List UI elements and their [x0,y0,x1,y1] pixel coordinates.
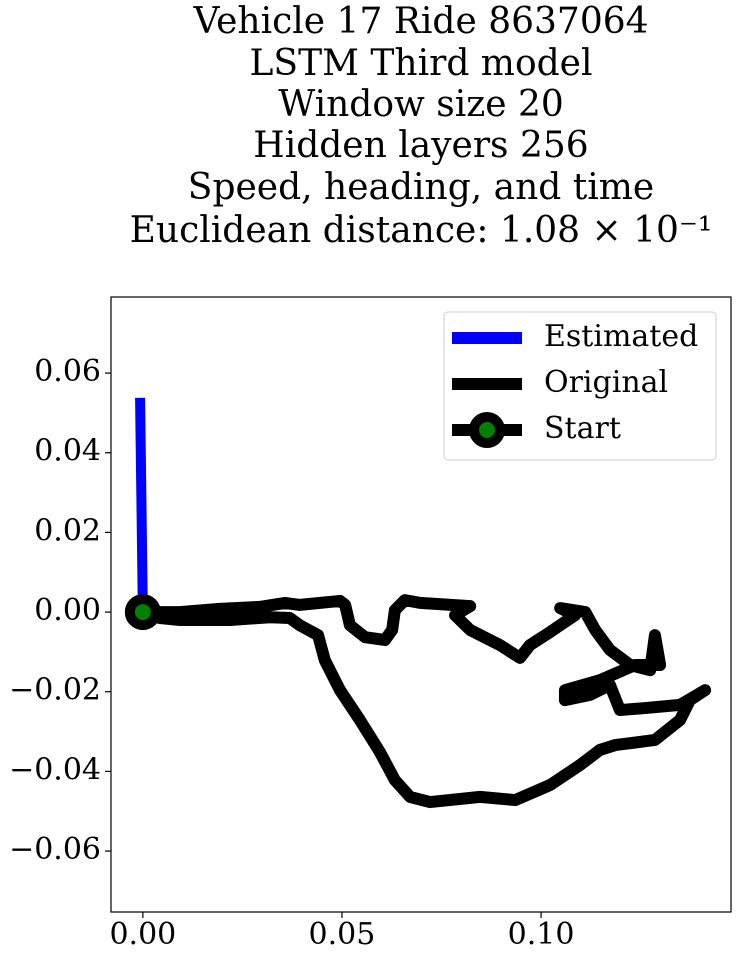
y-tick-label: 0.06 [34,354,101,389]
chart-title: Hidden layers 256 [253,125,588,166]
y-tick-label: −0.04 [9,752,101,787]
y-tick-label: −0.02 [9,673,101,708]
legend-swatch-marker [469,412,505,448]
legend-box [443,311,717,461]
legend-label: Estimated [544,319,698,354]
chart-title: LSTM Third model [250,43,593,84]
chart-title: Euclidean distance: 1.08 × 10⁻¹ [130,210,713,251]
x-tick-label: 0.00 [109,917,176,952]
x-tick-label: 0.05 [309,917,376,952]
chart-title: Speed, heading, and time [188,167,654,208]
data-line [135,397,148,613]
plot-frame [110,296,732,913]
y-tick-label: 0.00 [34,593,101,628]
start-marker [124,594,161,631]
chart-title: Window size 20 [278,84,564,125]
data-line [136,594,712,809]
legend-label: Original [544,365,668,400]
y-tick-label: 0.02 [34,513,101,548]
x-tick-label: 0.10 [508,917,575,952]
chart-title: Vehicle 17 Ride 8637064 [192,1,648,42]
plot-area [124,397,712,809]
y-tick-label: −0.06 [9,832,101,867]
y-tick-label: 0.04 [34,434,101,469]
legend-label: Start [544,411,621,446]
